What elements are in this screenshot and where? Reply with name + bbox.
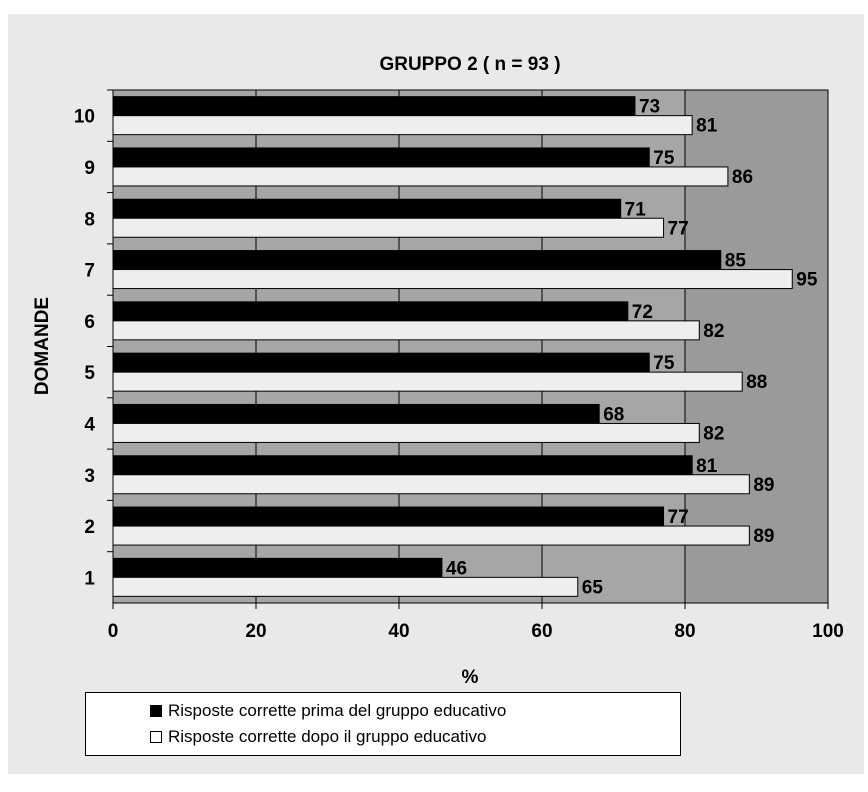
- x-tick-labels: 0 20 40 60 80 100: [108, 621, 844, 642]
- bar-after: [112, 166, 729, 187]
- bar-before: [112, 557, 443, 578]
- y-tick-label: 4: [84, 414, 95, 435]
- y-tick-label: 3: [84, 466, 95, 487]
- bar-after: [112, 474, 750, 495]
- x-tick-label: 80: [674, 621, 695, 642]
- y-tick-label: 6: [84, 312, 95, 333]
- x-tick-label: 60: [531, 621, 552, 642]
- bar-after: [112, 576, 579, 597]
- data-label-before: 81: [696, 456, 718, 477]
- bar-after: [112, 525, 750, 546]
- data-label-before: 68: [603, 404, 624, 425]
- data-label-before: 77: [668, 507, 689, 528]
- bar-before: [112, 506, 665, 527]
- y-tick-label: 9: [84, 158, 95, 179]
- legend: Risposte corrette prima del gruppo educa…: [85, 692, 681, 756]
- bar-before: [112, 198, 622, 219]
- bar-after: [112, 269, 793, 290]
- data-label-before: 46: [446, 558, 467, 579]
- bar-after: [112, 217, 665, 238]
- data-label-before: 71: [625, 199, 647, 220]
- bar-before: [112, 147, 650, 168]
- legend-label-before: Risposte corrette prima del gruppo educa…: [168, 701, 507, 720]
- x-axis-label: %: [462, 667, 479, 688]
- legend-swatch-after: [150, 731, 162, 743]
- legend-item-before: Risposte corrette prima del gruppo educa…: [150, 701, 506, 721]
- y-axis-label: DOMANDE: [32, 297, 53, 395]
- data-label-after: 81: [696, 116, 718, 137]
- y-tick-labels: 1 2 3 4 5 6 7 8 9 10: [74, 107, 96, 590]
- chart-title: GRUPPO 2 ( n = 93 ): [379, 54, 560, 75]
- data-label-after: 82: [703, 423, 724, 444]
- bar-before: [112, 96, 636, 117]
- x-tick-label: 0: [108, 621, 119, 642]
- y-tick-label: 10: [74, 107, 95, 128]
- y-tick-label: 2: [84, 517, 95, 538]
- legend-swatch-before: [150, 705, 162, 717]
- legend-label-after: Risposte corrette dopo il gruppo educati…: [168, 727, 487, 746]
- data-label-after: 88: [746, 372, 767, 393]
- y-tick-label: 7: [84, 261, 95, 282]
- data-label-before: 75: [653, 353, 675, 374]
- y-tick-label: 5: [84, 363, 95, 384]
- bar-after: [112, 115, 693, 136]
- bar-before: [112, 250, 722, 271]
- bar-before: [112, 301, 629, 322]
- data-label-after: 89: [753, 475, 774, 496]
- x-tick-label: 40: [388, 621, 409, 642]
- data-label-after: 95: [796, 270, 818, 291]
- data-label-after: 89: [753, 526, 774, 547]
- bar-before: [112, 403, 600, 424]
- bar-before: [112, 352, 650, 373]
- data-label-before: 72: [632, 302, 653, 323]
- y-tick-label: 8: [84, 209, 95, 230]
- bar-after: [112, 422, 700, 443]
- data-labels: 46 65 77 89 81 89 68 82 75 88 72 82 85 95 71 77 75 86 73 81: [446, 97, 818, 599]
- x-tick-label: 20: [245, 621, 266, 642]
- bars: [112, 96, 793, 597]
- data-label-after: 65: [582, 577, 604, 598]
- x-tick-label: 100: [812, 621, 844, 642]
- data-label-after: 82: [703, 321, 724, 342]
- data-label-before: 75: [653, 148, 675, 169]
- bar-before: [112, 455, 693, 476]
- data-label-before: 85: [725, 251, 747, 272]
- data-label-before: 73: [639, 97, 660, 118]
- bar-after: [112, 371, 743, 392]
- legend-item-after: Risposte corrette dopo il gruppo educati…: [150, 727, 486, 747]
- bar-after: [112, 320, 700, 341]
- data-label-after: 86: [732, 167, 753, 188]
- data-label-after: 77: [668, 218, 689, 239]
- y-tick-label: 1: [84, 568, 95, 589]
